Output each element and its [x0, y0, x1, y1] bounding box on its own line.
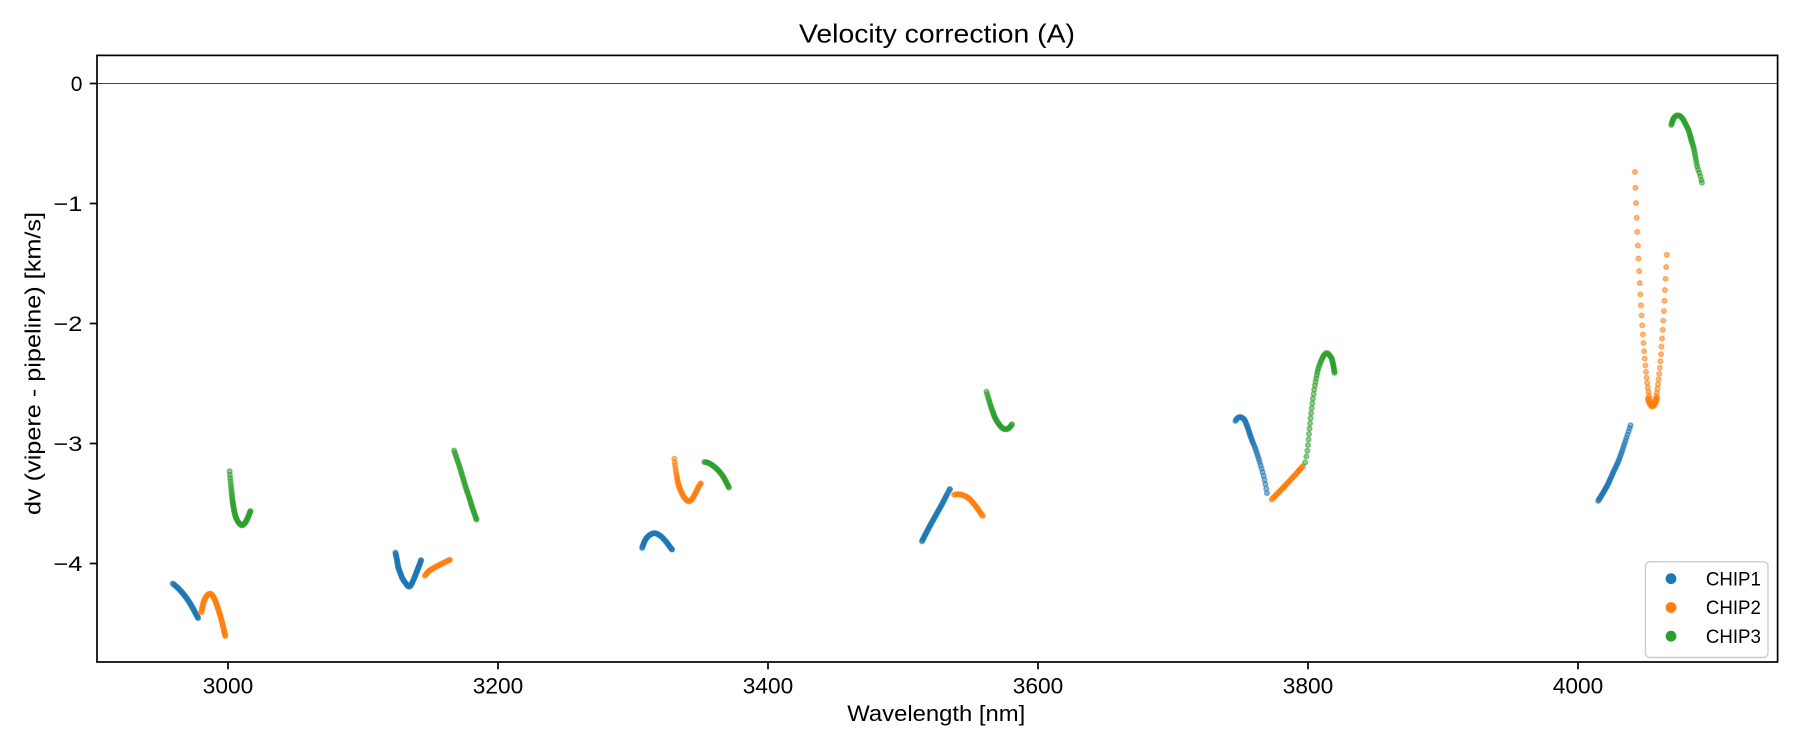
svg-text:−1: −1	[53, 193, 82, 216]
svg-text:CHIP2: CHIP2	[1706, 598, 1761, 619]
svg-text:CHIP3: CHIP3	[1706, 627, 1761, 648]
svg-text:−4: −4	[53, 553, 82, 576]
svg-text:3000: 3000	[203, 674, 254, 699]
svg-text:Velocity correction (A): Velocity correction (A)	[799, 19, 1075, 49]
svg-text:−3: −3	[53, 433, 82, 456]
svg-text:Wavelength [nm]: Wavelength [nm]	[847, 701, 1025, 726]
svg-text:−2: −2	[53, 313, 82, 336]
svg-text:3800: 3800	[1283, 674, 1334, 699]
svg-text:3200: 3200	[473, 674, 524, 699]
svg-text:0: 0	[71, 73, 83, 96]
svg-text:3400: 3400	[743, 674, 794, 699]
svg-text:4000: 4000	[1553, 674, 1604, 699]
svg-text:dv (vipere - pipeline) [km/s]: dv (vipere - pipeline) [km/s]	[21, 212, 46, 515]
svg-text:CHIP1: CHIP1	[1706, 569, 1761, 590]
svg-text:3600: 3600	[1013, 674, 1064, 699]
